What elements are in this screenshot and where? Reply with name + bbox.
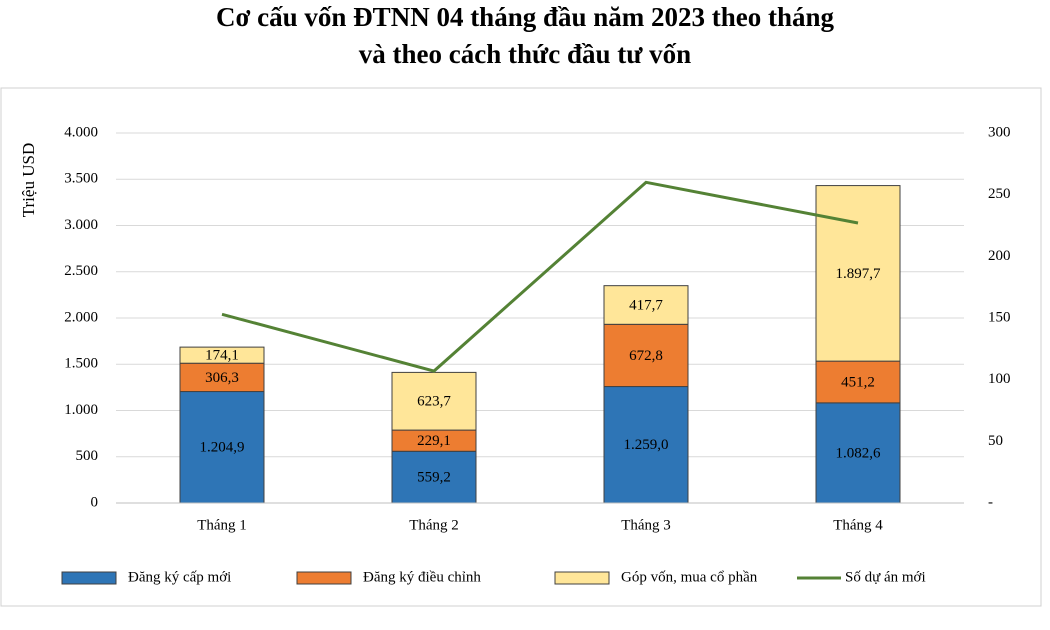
y-tick-label: 1.500 bbox=[64, 356, 98, 372]
y2-tick-label: 100 bbox=[988, 371, 1011, 387]
y-tick-label: 500 bbox=[76, 448, 99, 464]
chart-title: Cơ cấu vốn ĐTNN 04 tháng đầu năm 2023 th… bbox=[216, 2, 835, 32]
x-tick-label: Tháng 2 bbox=[409, 517, 459, 533]
chart-title: và theo cách thức đầu tư vốn bbox=[359, 39, 691, 69]
y2-tick-label: 250 bbox=[988, 186, 1011, 202]
y2-tick-label: 150 bbox=[988, 309, 1011, 325]
data-label: 1.204,9 bbox=[200, 440, 245, 456]
y-axis-label: Triệu USD bbox=[19, 143, 38, 217]
data-label: 623,7 bbox=[417, 394, 451, 410]
legend-label: Góp vốn, mua cổ phần bbox=[621, 569, 758, 585]
legend-label: Số dự án mới bbox=[845, 569, 926, 585]
x-tick-label: Tháng 3 bbox=[621, 517, 671, 533]
y-tick-label: 0 bbox=[91, 494, 99, 510]
x-tick-label: Tháng 4 bbox=[833, 517, 883, 533]
bar-segment bbox=[179, 362, 265, 393]
data-label: 1.082,6 bbox=[836, 445, 882, 461]
x-tick-label: Tháng 1 bbox=[197, 517, 247, 533]
data-label: 1.259,0 bbox=[624, 437, 669, 453]
y-tick-label: 2.500 bbox=[64, 263, 98, 279]
y2-tick-label: 300 bbox=[988, 124, 1011, 140]
bar-segment bbox=[815, 360, 901, 404]
data-label: 1.897,7 bbox=[836, 266, 882, 282]
data-label: 306,3 bbox=[205, 370, 239, 386]
line bbox=[221, 180, 859, 373]
y2-tick-label: 200 bbox=[988, 248, 1011, 264]
bar-segment bbox=[815, 402, 901, 504]
legend-swatch bbox=[296, 571, 352, 585]
legend-label: Đăng ký điều chỉnh bbox=[363, 569, 481, 585]
y2-tick-label: - bbox=[988, 494, 993, 510]
y-tick-label: 4.000 bbox=[64, 124, 98, 140]
legend-label: Đăng ký cấp mới bbox=[128, 569, 231, 585]
data-label: 451,2 bbox=[841, 374, 875, 390]
bar-segment bbox=[603, 285, 689, 325]
legend-swatch bbox=[554, 571, 610, 585]
data-label: 672,8 bbox=[629, 348, 663, 364]
data-label: 174,1 bbox=[205, 348, 239, 364]
data-label: 229,1 bbox=[417, 433, 451, 449]
data-label: 559,2 bbox=[417, 470, 451, 486]
bar-segment bbox=[179, 346, 265, 364]
y-tick-label: 2.000 bbox=[64, 309, 98, 325]
bar-segment bbox=[391, 450, 477, 504]
legend-swatch bbox=[61, 571, 117, 585]
chart-frame bbox=[0, 87, 1042, 607]
bar-segment bbox=[179, 391, 265, 504]
y-tick-label: 3.500 bbox=[64, 171, 98, 187]
bar-segment bbox=[815, 185, 901, 362]
data-label: 417,7 bbox=[629, 297, 663, 313]
y2-tick-label: 50 bbox=[988, 433, 1003, 449]
y-tick-label: 1.000 bbox=[64, 402, 98, 418]
y-tick-label: 3.000 bbox=[64, 217, 98, 233]
